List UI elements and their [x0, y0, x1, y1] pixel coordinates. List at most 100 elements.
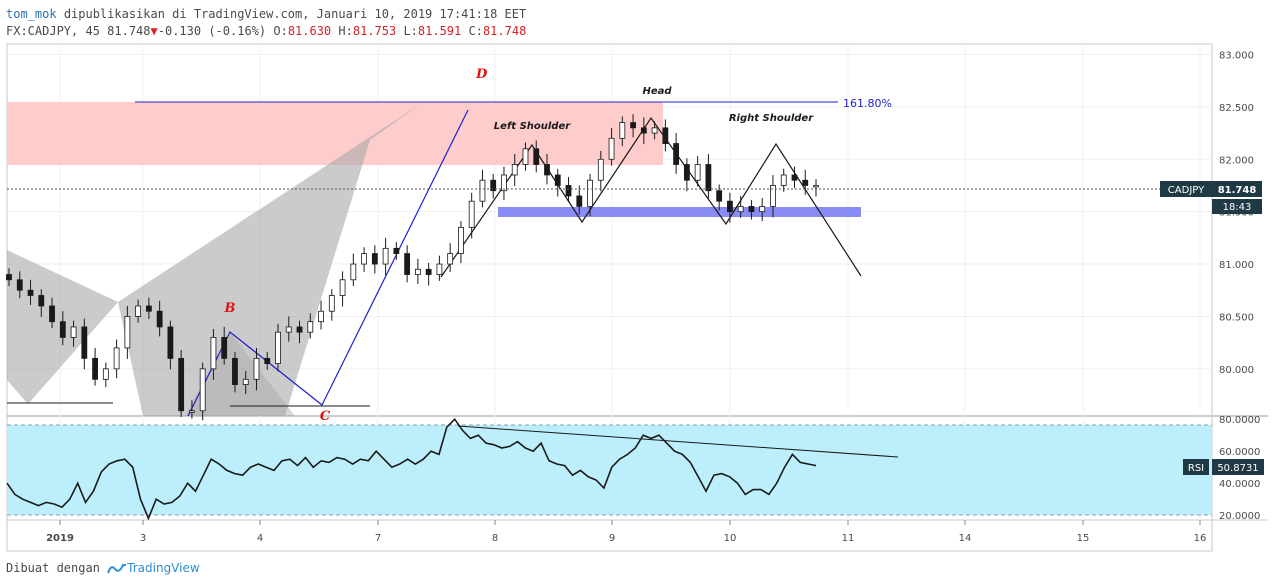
- tradingview-brand-link[interactable]: TradingView: [127, 561, 200, 575]
- candle-body: [318, 310, 324, 323]
- candle-body: [145, 305, 152, 312]
- candle-body: [587, 179, 593, 207]
- fib-label: 161.80%: [843, 97, 892, 110]
- candle-body: [253, 357, 260, 380]
- candle-body: [759, 206, 766, 213]
- candle-body: [285, 326, 292, 333]
- candle-body: [501, 174, 507, 192]
- right-shoulder-label: Right Shoulder: [729, 113, 814, 124]
- ohlc-legend: FX:CADJPY, 45 81.748▼-0.130 (-0.16%) O:8…: [6, 24, 526, 38]
- candle-body: [780, 174, 787, 186]
- candle-body: [210, 337, 217, 370]
- candle-body: [791, 174, 798, 181]
- candle-body: [49, 305, 55, 323]
- candle-body: [522, 148, 529, 165]
- last-price-badge-text: 81.748: [1218, 185, 1257, 196]
- low-label: L:: [403, 24, 418, 38]
- symbol-label: FX:CADJPY, 45: [6, 24, 100, 38]
- rsi-divergence-line: [457, 425, 899, 458]
- candle-body: [511, 164, 518, 176]
- time-tick-label: 16: [1194, 533, 1207, 544]
- candle-body: [59, 321, 66, 338]
- countdown-text: 18:43: [1223, 202, 1252, 213]
- candle-body: [608, 137, 615, 160]
- head-label: Head: [642, 86, 672, 97]
- candle-body: [554, 174, 561, 186]
- candle-body: [339, 279, 346, 296]
- candle-body: [264, 357, 271, 365]
- open-label: O:: [273, 24, 288, 38]
- rsi-axis: 80.0000 60.0000 40.0000 20.0000: [1219, 415, 1260, 522]
- candle-body: [727, 200, 733, 213]
- candle-body: [425, 268, 432, 275]
- candle-body: [275, 331, 281, 365]
- candle-body: [167, 326, 174, 359]
- price-tick-label: 82.000: [1219, 155, 1254, 166]
- publish-line: tom_mok dipublikasikan di TradingView.co…: [6, 7, 526, 21]
- candle-body: [393, 247, 400, 254]
- down-triangle-icon: ▼: [150, 24, 158, 38]
- candle-body: [178, 357, 185, 412]
- time-tick-label: 10: [724, 533, 737, 544]
- candle-body: [468, 200, 475, 228]
- low-value: 81.591: [417, 24, 462, 38]
- time-tick-label: 15: [1077, 533, 1090, 544]
- time-tick-label: 2019: [46, 533, 74, 544]
- time-tick-label: 9: [609, 533, 615, 544]
- candle-body: [296, 326, 303, 333]
- candle-body: [38, 295, 45, 307]
- rsi-tick-label: 40.0000: [1219, 479, 1260, 490]
- time-tick-label: 4: [257, 533, 263, 544]
- candle-body: [802, 179, 809, 186]
- symbol-badge-text: CADJPY: [1168, 185, 1205, 196]
- candles: [6, 114, 819, 421]
- candle-body: [242, 378, 249, 385]
- close-label: C:: [468, 24, 483, 38]
- rsi-value-badge: [1212, 459, 1264, 475]
- candle-body: [81, 326, 88, 359]
- tradingview-logo-icon: [107, 564, 127, 574]
- candle-body: [156, 310, 163, 328]
- price-tick-label: 80.500: [1219, 312, 1254, 323]
- candle-body: [737, 206, 744, 213]
- rsi-tick-label: 80.0000: [1219, 415, 1260, 426]
- author-link[interactable]: tom_mok: [6, 7, 57, 21]
- pattern-triangle-xad: [118, 101, 425, 416]
- time-tick-label: 7: [375, 533, 381, 544]
- rsi-name-badge: [1183, 459, 1209, 475]
- candle-body: [232, 357, 238, 385]
- resistance-zone: [7, 102, 663, 165]
- candle-body: [705, 164, 712, 192]
- point-label-b: B: [224, 301, 236, 316]
- last-price-badge: [1212, 181, 1262, 197]
- candle-body: [189, 410, 195, 413]
- candle-body: [447, 253, 454, 265]
- point-label-c: C: [320, 409, 331, 424]
- candle-body: [479, 179, 486, 202]
- price-tick-label: 83.000: [1219, 50, 1254, 61]
- footer: Dibuat dengan TradingView: [6, 561, 200, 575]
- publish-info: dipublikasikan di TradingView.com, Janua…: [63, 7, 527, 21]
- rsi-name-text: RSI: [1188, 463, 1204, 474]
- last-price: 81.748: [107, 24, 151, 38]
- candle-body: [102, 368, 109, 380]
- candle-body: [221, 337, 228, 359]
- candle-body: [683, 164, 690, 181]
- candle-body: [414, 268, 421, 275]
- candle-body: [92, 357, 98, 380]
- candle-body: [770, 185, 776, 207]
- candle-body: [458, 226, 464, 254]
- price-tick-label: 82.500: [1219, 103, 1254, 114]
- candle-body: [576, 195, 583, 207]
- rsi-tick-label: 20.0000: [1219, 511, 1260, 522]
- left-shoulder-label: Left Shoulder: [494, 121, 571, 132]
- candle-body: [490, 179, 497, 192]
- candle-body: [328, 295, 335, 312]
- candle-body: [533, 148, 540, 165]
- candle-body: [382, 247, 389, 265]
- time-axis: 2019 3 4 7 8 9 10 11 14 15 16: [46, 520, 1206, 544]
- candle-body: [544, 164, 550, 176]
- neckline-band: [498, 207, 861, 217]
- time-tick-label: 8: [492, 533, 498, 544]
